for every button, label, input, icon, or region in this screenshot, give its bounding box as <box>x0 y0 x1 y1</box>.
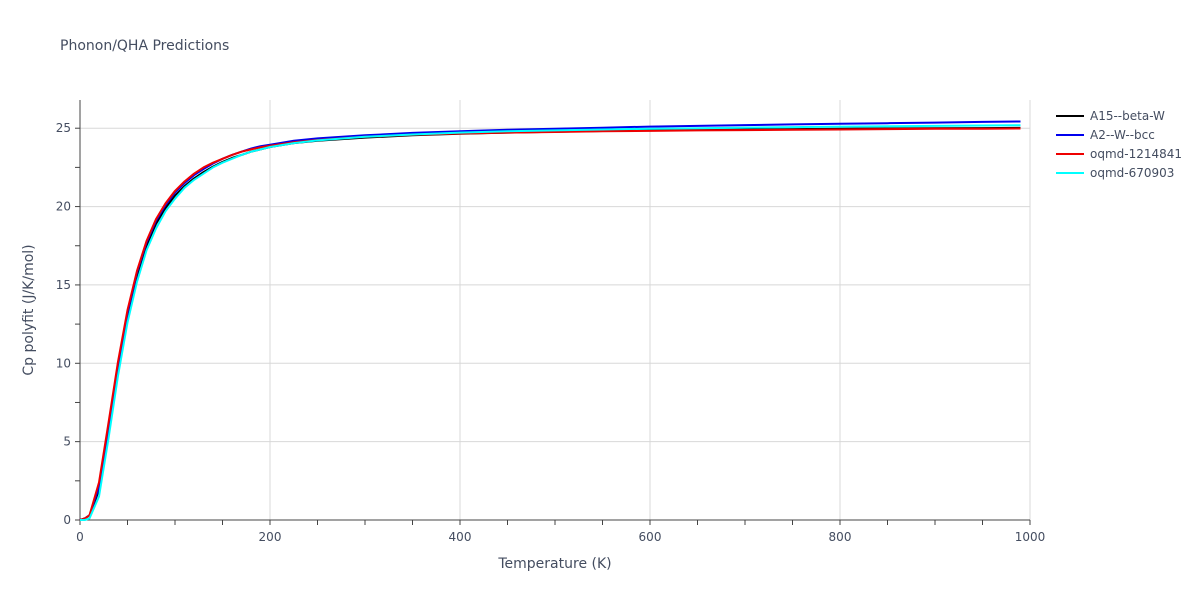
series-line-A2--W--bcc <box>79 120 1021 521</box>
x-tick-label: 200 <box>259 530 282 544</box>
legend[interactable]: A15--beta-W A2--W--bcc oqmd-1214841 oqmd-67… <box>1056 109 1182 180</box>
y-tick-label: 0 <box>63 513 71 527</box>
x-tick-label: 800 <box>829 530 852 544</box>
legend-label: oqmd-1214841 <box>1090 147 1182 161</box>
plot-area <box>79 120 1021 521</box>
x-tick-label: 0 <box>76 530 84 544</box>
y-axis-title: Cp polyfit (J/K/mol) <box>21 244 37 375</box>
y-tick-label: 10 <box>56 356 71 370</box>
x-axis-title: Temperature (K) <box>497 556 611 572</box>
legend-item-oqmd-1214841[interactable]: oqmd-1214841 <box>1056 147 1182 161</box>
series-line-A15--beta-W <box>79 126 1021 521</box>
tick-labels: 0 200 400 600 800 1000 0 5 10 15 20 25 <box>56 121 1046 544</box>
series-line-oqmd-1214841 <box>79 127 1021 521</box>
chart-title: Phonon/QHA Predictions <box>60 38 229 54</box>
y-tick-label: 25 <box>56 121 71 135</box>
legend-item-A15--beta-W[interactable]: A15--beta-W <box>1056 109 1165 123</box>
legend-label: A2--W--bcc <box>1090 128 1155 142</box>
legend-item-oqmd-670903[interactable]: oqmd-670903 <box>1056 166 1174 180</box>
y-tick-label: 15 <box>56 278 71 292</box>
x-tick-label: 400 <box>449 530 472 544</box>
axes <box>75 100 1031 525</box>
series-line-oqmd-670903 <box>80 124 1021 521</box>
y-tick-label: 5 <box>63 435 71 449</box>
legend-item-A2--W--bcc[interactable]: A2--W--bcc <box>1056 128 1155 142</box>
y-tick-label: 20 <box>56 200 71 214</box>
legend-label: A15--beta-W <box>1090 109 1165 123</box>
x-tick-label: 1000 <box>1015 530 1046 544</box>
legend-label: oqmd-670903 <box>1090 166 1174 180</box>
x-tick-label: 600 <box>639 530 662 544</box>
